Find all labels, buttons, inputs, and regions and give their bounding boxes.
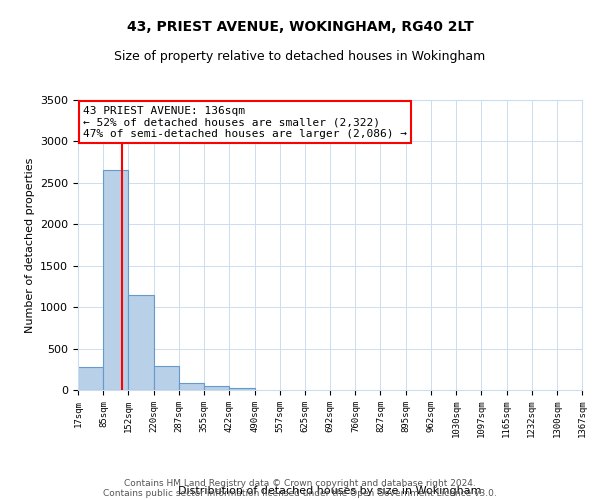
- Text: Size of property relative to detached houses in Wokingham: Size of property relative to detached ho…: [115, 50, 485, 63]
- Text: Contains public sector information licensed under the Open Government Licence v3: Contains public sector information licen…: [103, 488, 497, 498]
- Text: 43 PRIEST AVENUE: 136sqm
← 52% of detached houses are smaller (2,322)
47% of sem: 43 PRIEST AVENUE: 136sqm ← 52% of detach…: [83, 106, 407, 139]
- Bar: [103, 170, 128, 390]
- Bar: [78, 367, 103, 390]
- Bar: [128, 294, 154, 390]
- Bar: [154, 366, 179, 390]
- X-axis label: Distribution of detached houses by size in Wokingham: Distribution of detached houses by size …: [178, 486, 482, 496]
- Bar: [204, 386, 229, 390]
- Text: 43, PRIEST AVENUE, WOKINGHAM, RG40 2LT: 43, PRIEST AVENUE, WOKINGHAM, RG40 2LT: [127, 20, 473, 34]
- Text: Contains HM Land Registry data © Crown copyright and database right 2024.: Contains HM Land Registry data © Crown c…: [124, 478, 476, 488]
- Y-axis label: Number of detached properties: Number of detached properties: [25, 158, 35, 332]
- Bar: [179, 382, 204, 390]
- Bar: [229, 388, 254, 390]
